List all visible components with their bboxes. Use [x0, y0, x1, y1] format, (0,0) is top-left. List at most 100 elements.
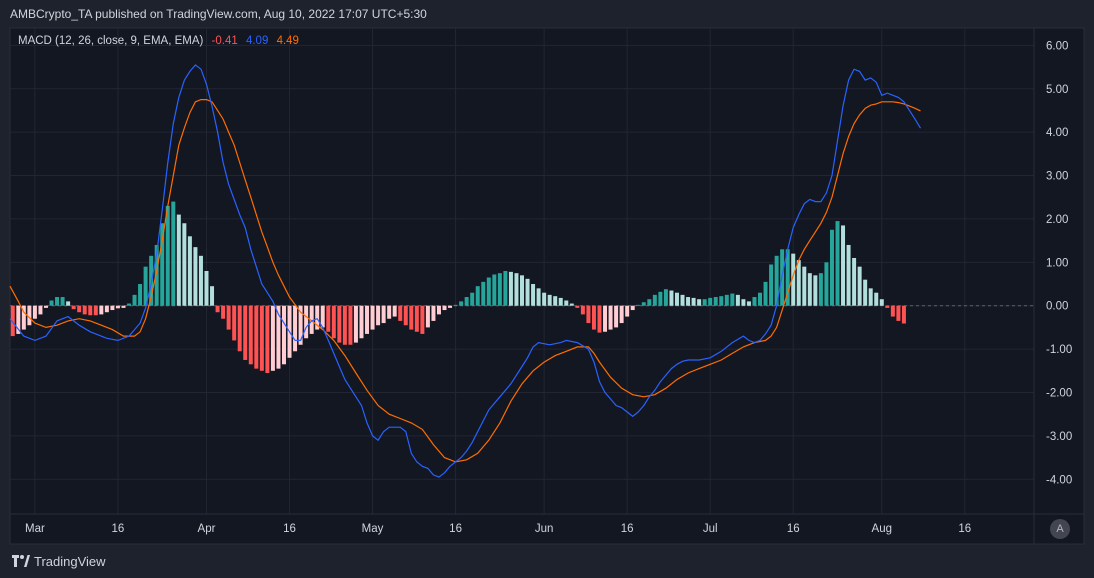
histogram-bar: [470, 292, 475, 306]
y-tick-label: -3.00: [1046, 431, 1072, 443]
histogram-bar: [791, 253, 796, 306]
histogram-bar: [66, 301, 71, 306]
histogram-bar: [841, 225, 846, 306]
histogram-bar: [614, 305, 619, 328]
histogram-bar: [403, 305, 408, 326]
histogram-bar: [580, 305, 585, 315]
histogram-bar: [32, 305, 37, 319]
histogram-bar: [846, 244, 851, 306]
histogram-bar: [785, 249, 790, 306]
histogram-bar: [818, 273, 823, 306]
histogram-bar: [641, 302, 646, 306]
histogram-bar: [143, 266, 148, 306]
histogram-bar: [730, 293, 735, 306]
time-axis[interactable]: Mar 16 Apr 16 May 16 Jun 16 Jul 16 Aug 16: [25, 523, 971, 535]
x-tick-label: Mar: [25, 523, 45, 535]
histogram-bar: [115, 305, 120, 309]
y-tick-label: 5.00: [1046, 84, 1068, 96]
histogram-bar: [376, 305, 381, 326]
histogram-bar: [21, 305, 26, 330]
histogram-bar: [104, 305, 109, 313]
histogram-bar: [863, 279, 868, 306]
histogram-bar: [813, 275, 818, 306]
x-tick-label: 16: [112, 523, 125, 535]
histogram-bar: [176, 214, 181, 306]
histogram-bar: [802, 266, 807, 306]
histogram-bar: [520, 275, 524, 306]
histogram-bar: [481, 281, 486, 306]
histogram-bar: [636, 304, 641, 306]
histogram-bar: [597, 305, 602, 333]
histogram-bar: [724, 294, 729, 306]
y-tick-label: 0.00: [1046, 301, 1068, 313]
histogram-bar: [586, 305, 591, 324]
histogram-bar: [525, 278, 530, 306]
histogram-bar: [901, 305, 906, 324]
histogram-bar: [259, 305, 264, 371]
histogram-bar: [254, 305, 259, 369]
y-tick-label: 3.00: [1046, 171, 1068, 183]
histogram-value: -0.41: [211, 35, 238, 47]
y-tick-label: 6.00: [1046, 40, 1068, 52]
y-tick-label: -2.00: [1046, 388, 1072, 400]
histogram-bar: [171, 201, 176, 306]
tradingview-footer[interactable]: TradingView: [12, 551, 106, 571]
histogram-bar: [210, 286, 215, 306]
histogram-bar: [774, 255, 779, 306]
histogram-bar: [82, 305, 87, 315]
histogram-bar: [420, 305, 425, 334]
histogram-bar: [326, 305, 331, 332]
histogram-bar: [879, 299, 884, 306]
histogram-bar: [359, 305, 364, 339]
histogram-bar: [365, 305, 370, 334]
histogram-bar: [337, 305, 342, 343]
histogram-bar: [315, 305, 320, 330]
x-tick-label: Apr: [198, 523, 216, 535]
histogram-bar: [835, 221, 840, 306]
x-tick-label: 16: [787, 523, 800, 535]
indicator-legend[interactable]: MACD (12, 26, close, 9, EMA, EMA) -0.41 …: [18, 35, 304, 47]
histogram-bar: [824, 262, 829, 306]
histogram-bar: [763, 281, 768, 306]
x-tick-label: 16: [449, 523, 462, 535]
x-tick-label: 16: [283, 523, 296, 535]
price-axis[interactable]: 6.00 5.00 4.00 3.00 2.00 1.00 0.00 -1.00 -2.00 -3…: [1046, 40, 1072, 486]
histogram-bar: [293, 305, 298, 352]
histogram-bar: [99, 305, 104, 315]
histogram-bar: [547, 294, 552, 306]
histogram-bar: [16, 305, 21, 334]
signal-line: [9, 99, 921, 463]
histogram-bar: [431, 305, 436, 321]
histogram-bar: [154, 244, 159, 306]
histogram-bar: [110, 305, 115, 311]
x-tick-label: Jun: [535, 523, 554, 535]
indicator-name: MACD (12, 26, close, 9, EMA, EMA): [18, 35, 204, 47]
histogram-bar: [630, 305, 635, 311]
histogram-bar: [281, 305, 286, 365]
histogram-bar: [121, 305, 126, 308]
auto-scale-button[interactable]: A: [1050, 519, 1070, 539]
histogram-bar: [38, 305, 43, 315]
histogram-bar: [49, 300, 54, 306]
histogram-bar: [448, 305, 453, 308]
signal-value: 4.49: [276, 35, 299, 47]
histogram-bar: [669, 290, 674, 306]
histogram-bar: [531, 284, 536, 306]
histogram-bar: [165, 205, 170, 306]
histogram-bar: [93, 305, 98, 316]
x-tick-label: Aug: [872, 523, 892, 535]
histogram-bar: [55, 297, 60, 306]
tradingview-brand: TradingView: [34, 553, 106, 569]
x-tick-label: May: [362, 523, 384, 535]
histogram-bar: [248, 305, 253, 365]
grid-lines: [10, 28, 1034, 514]
histogram-bar: [497, 273, 502, 306]
histogram-bar: [503, 271, 508, 306]
histogram-bar: [658, 291, 663, 306]
histogram-bar: [741, 299, 746, 306]
histogram-bar: [160, 223, 165, 306]
histogram-bar: [459, 301, 464, 306]
histogram-bar: [769, 264, 774, 306]
histogram-bar: [492, 274, 497, 306]
